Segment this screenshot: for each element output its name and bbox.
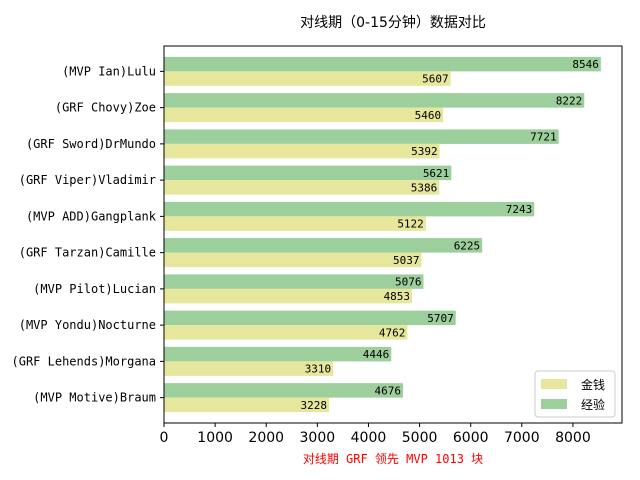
x-tick-label: 8000: [555, 430, 591, 446]
legend-label: 经验: [581, 397, 605, 412]
bar-gold: [164, 143, 440, 159]
bar-exp: [164, 165, 452, 181]
bar-gold: [164, 288, 413, 304]
x-tick-label: 6000: [453, 430, 489, 446]
bar-gold: [164, 216, 426, 231]
legend-swatch: [541, 399, 567, 409]
category-label: (MVP ADD)Gangplank: [26, 209, 157, 223]
x-tick-label: 3000: [300, 430, 336, 446]
data-label-exp: 8222: [556, 94, 583, 107]
data-label-exp: 4446: [363, 348, 390, 361]
data-label-gold: 5386: [411, 181, 438, 194]
data-label-gold: 4762: [379, 326, 406, 339]
data-label-exp: 4676: [375, 384, 402, 397]
data-label-exp: 6225: [454, 239, 481, 252]
data-label-gold: 5122: [397, 218, 424, 231]
data-label-gold: 3310: [305, 363, 332, 376]
category-labels-group: (MVP Ian)Lulu (GRF Chovy)Zoe (GRF Sword)Dr…: [12, 64, 164, 405]
legend-label: 金钱: [581, 377, 605, 392]
x-ticks-group: 0 1000 2000 3000 4000 5000 6000 7000 8000: [160, 423, 591, 446]
bar-gold: [164, 107, 444, 123]
data-label-exp: 5076: [395, 276, 422, 289]
legend-swatch: [541, 379, 567, 389]
data-label-exp: 7243: [506, 203, 533, 216]
bar-exp: [164, 93, 585, 108]
x-axis-label: 对线期 GRF 领先 MVP 1013 块: [303, 452, 483, 466]
category-label: (GRF Lehends)Morgana: [12, 354, 157, 368]
category-label: (GRF Sword)DrMundo: [26, 137, 156, 151]
category-label: (MVP Yondu)Nocturne: [19, 318, 156, 332]
data-label-gold: 5460: [415, 109, 442, 122]
data-label-gold: 3228: [301, 399, 328, 412]
data-label-exp: 8546: [572, 58, 599, 71]
category-label: (MVP Ian)Lulu: [62, 64, 156, 78]
category-label: (MVP Motive)Braum: [33, 391, 156, 405]
bar-exp: [164, 238, 483, 253]
bars-group: [164, 56, 601, 413]
data-label-exp: 5621: [423, 167, 450, 180]
bar-gold: [164, 71, 451, 86]
bar-gold: [164, 252, 422, 268]
bar-gold: [164, 325, 408, 340]
chart-title: 对线期（0-15分钟）数据对比: [300, 14, 486, 31]
data-label-gold: 5392: [411, 145, 438, 158]
x-tick-label: 2000: [248, 430, 284, 446]
x-tick-label: 7000: [504, 430, 540, 446]
data-label-exp: 7721: [530, 131, 557, 144]
bar-exp: [164, 310, 456, 326]
category-label: (MVP Pilot)Lucian: [33, 282, 156, 296]
bar-gold: [164, 397, 330, 413]
bar-exp: [164, 383, 404, 398]
category-label: (GRF Viper)Vladimir: [19, 173, 156, 187]
x-tick-label: 0: [160, 430, 169, 446]
x-tick-label: 1000: [197, 430, 233, 446]
x-tick-label: 5000: [402, 430, 438, 446]
data-label-gold: 4853: [384, 290, 411, 303]
bar-exp: [164, 201, 535, 217]
x-tick-label: 4000: [351, 430, 387, 446]
bar-exp: [164, 346, 392, 362]
data-label-gold: 5607: [422, 73, 449, 86]
bar-gold: [164, 180, 440, 195]
category-label: (GRF Chovy)Zoe: [55, 101, 156, 115]
plot-frame: [163, 45, 623, 424]
data-label-exp: 5707: [427, 312, 454, 325]
bar-gold: [164, 361, 334, 376]
data-label-gold: 5037: [393, 254, 420, 267]
category-label: (GRF Tarzan)Camille: [19, 246, 156, 260]
bar-exp: [164, 129, 559, 144]
bar-exp: [164, 56, 601, 72]
bar-exp: [164, 274, 424, 289]
